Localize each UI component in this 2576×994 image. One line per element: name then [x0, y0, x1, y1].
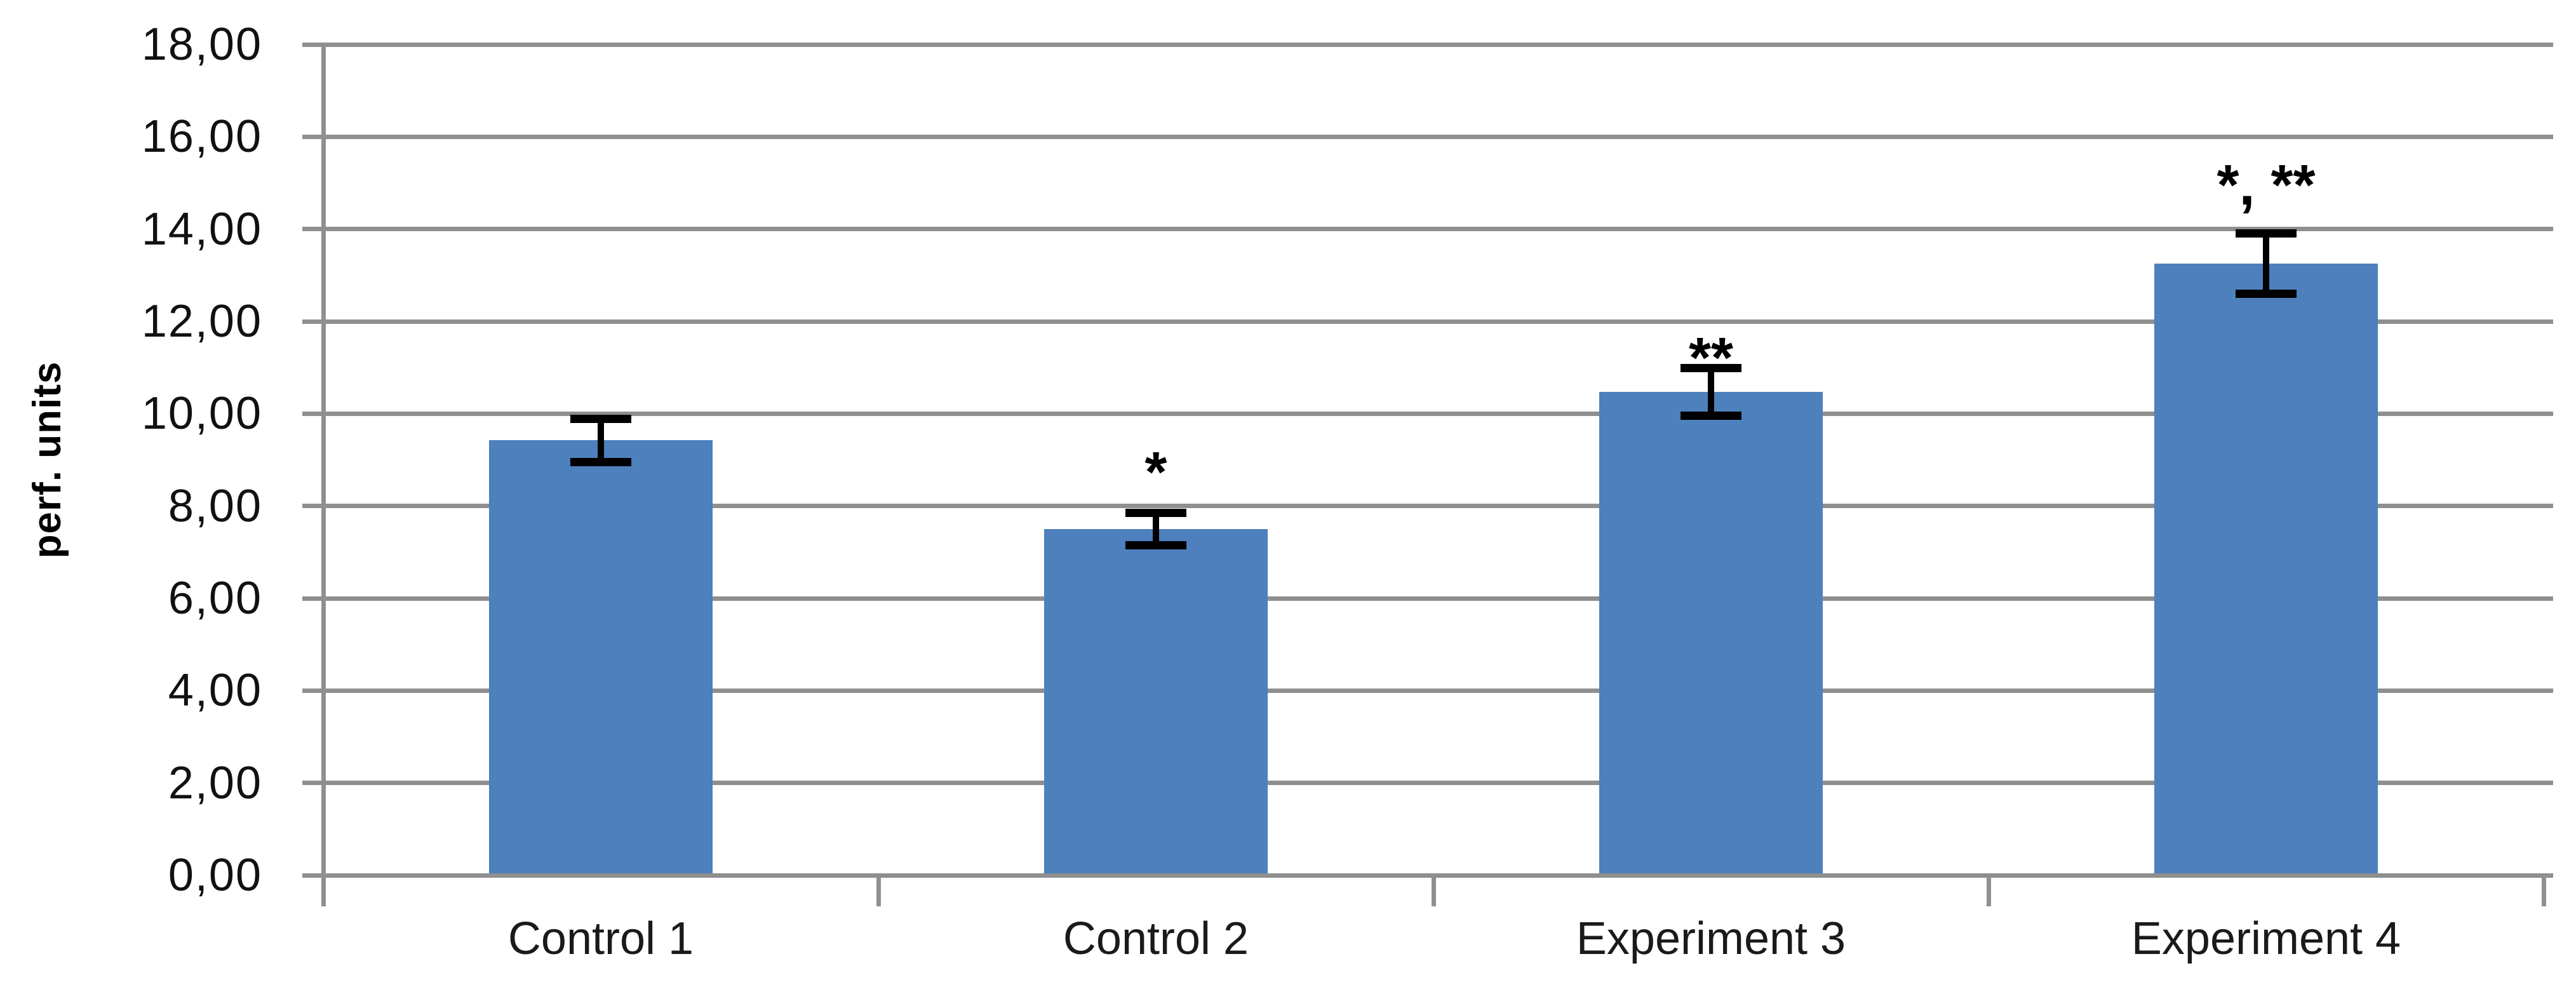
error-bar-cap-bottom — [2236, 289, 2297, 298]
y-axis-tick — [302, 504, 325, 509]
gridline — [323, 134, 2553, 139]
y-tick-label: 10,00 — [141, 388, 262, 440]
bar-experiment-4 — [2154, 264, 2378, 875]
y-axis-line — [321, 44, 326, 875]
gridline — [323, 319, 2553, 324]
x-axis-line — [323, 873, 2553, 878]
gridline — [323, 596, 2553, 601]
y-tick-label: 16,00 — [141, 111, 262, 163]
y-axis-tick — [302, 688, 325, 693]
error-bar-cap-bottom — [1125, 541, 1186, 549]
gridline — [323, 227, 2553, 232]
y-tick-label: 8,00 — [168, 480, 262, 532]
bar-control-2 — [1044, 529, 1268, 875]
error-bar-line — [1708, 368, 1714, 416]
error-bar-line — [598, 419, 604, 462]
gridline — [323, 504, 2553, 509]
x-axis-tick — [321, 877, 326, 906]
y-tick-label: 4,00 — [168, 665, 262, 716]
bar-control-1 — [489, 440, 713, 875]
y-axis-tick — [302, 411, 325, 416]
y-axis-tick — [302, 596, 325, 601]
y-axis-tick — [302, 873, 325, 878]
error-bar-cap-top — [1125, 509, 1186, 518]
x-category-label: Control 1 — [507, 913, 694, 964]
error-bar-line — [2263, 233, 2269, 294]
y-tick-label: 18,00 — [141, 19, 262, 70]
x-category-label: Experiment 4 — [2131, 913, 2401, 964]
y-tick-label: 12,00 — [141, 296, 262, 347]
gridline — [323, 411, 2553, 416]
y-tick-label: 0,00 — [168, 850, 262, 901]
gridline — [323, 781, 2553, 786]
y-axis-tick — [302, 134, 325, 139]
y-tick-label: 6,00 — [168, 573, 262, 624]
y-tick-label: 2,00 — [168, 757, 262, 809]
gridline — [323, 688, 2553, 693]
error-bar-cap-top — [1680, 363, 1741, 372]
gridline — [323, 42, 2553, 47]
y-axis-tick — [302, 319, 325, 324]
x-category-label: Experiment 3 — [1576, 913, 1846, 964]
y-axis-tick — [302, 781, 325, 786]
significance-annotation: ** — [1688, 326, 1734, 390]
x-axis-tick — [876, 877, 881, 906]
error-bar-cap-bottom — [1680, 412, 1741, 420]
x-axis-tick — [2542, 877, 2546, 906]
significance-annotation: *, ** — [2217, 154, 2316, 217]
error-bar-line — [1153, 513, 1159, 546]
y-axis-tick — [302, 42, 325, 47]
x-axis-tick — [1432, 877, 1436, 906]
error-bar-cap-top — [570, 414, 631, 423]
y-tick-label: 14,00 — [141, 203, 262, 255]
error-bar-cap-top — [2236, 229, 2297, 238]
bar-experiment-3 — [1599, 392, 1823, 875]
x-axis-tick — [1987, 877, 1991, 906]
y-axis-tick — [302, 227, 325, 232]
significance-annotation: * — [1144, 441, 1167, 504]
x-category-label: Control 2 — [1063, 913, 1249, 964]
error-bar-cap-bottom — [570, 458, 631, 467]
